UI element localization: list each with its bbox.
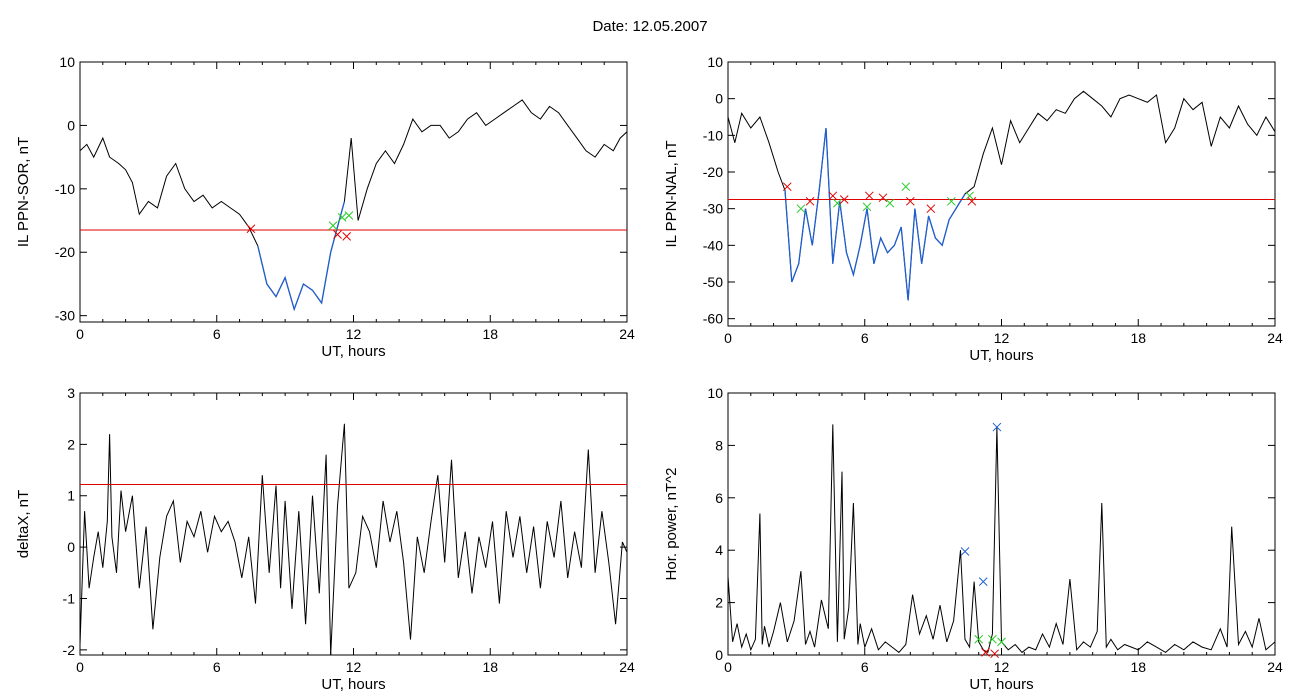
x-tick-label: 24	[619, 326, 635, 342]
event-marker-green	[974, 634, 984, 644]
plot-frame	[727, 61, 1276, 327]
x-tick-label: 6	[861, 659, 869, 675]
panel-1: 0 6 12 18 24 10 0 -10 -20 -30 UT, hours IL PPN-SOR,…	[15, 54, 635, 360]
x-tick-label: 12	[994, 330, 1010, 346]
y-tick-label: -20	[55, 244, 75, 260]
event-marker-red	[990, 649, 1000, 659]
event-marker-red	[878, 193, 888, 203]
x-axis-label: UT, hours	[321, 343, 385, 360]
x-axis-label: UT, hours	[321, 676, 385, 693]
y-tick-label: 1	[67, 488, 75, 504]
x-tick-label: 0	[76, 326, 84, 342]
y-axis-label: IL PPN-SOR, nT	[15, 137, 32, 247]
x-tick-label: 12	[346, 326, 362, 342]
panel-2: 0 6 12 18 24 10 0 -10 -20 -30 -40 -50 -60 UT, hours IL…	[663, 54, 1283, 364]
selected-interval-line	[257, 201, 346, 312]
event-marker-blue	[960, 547, 970, 556]
event-marker-red	[246, 224, 256, 234]
event-marker-green	[344, 211, 354, 220]
y-tick-label: -50	[703, 274, 723, 290]
x-axis-label: UT, hours	[969, 676, 1033, 693]
event-marker-red	[967, 196, 977, 206]
series-line	[80, 423, 627, 655]
y-tick-label: -10	[703, 127, 723, 143]
plot-frame	[727, 392, 1276, 656]
event-marker-green	[833, 198, 842, 208]
event-marker-red	[926, 204, 936, 214]
y-tick-label: 4	[715, 542, 723, 558]
event-marker-red	[981, 648, 990, 657]
event-marker-green	[328, 221, 338, 230]
x-tick-label: 12	[346, 659, 362, 675]
panel-3: 0 6 12 18 24 3 2 1 0 -1 -2 UT, hours deltaX, nT	[15, 385, 635, 693]
y-tick-label: 2	[67, 436, 75, 452]
y-tick-label: 6	[715, 490, 723, 506]
y-tick-label: 10	[707, 385, 723, 401]
y-tick-label: 10	[707, 54, 723, 70]
y-tick-label: 3	[67, 385, 75, 401]
event-marker-green	[862, 202, 872, 212]
y-tick-label: 0	[715, 91, 723, 107]
event-marker-red	[333, 230, 342, 239]
y-tick-label: -1	[63, 590, 76, 606]
x-tick-label: 6	[213, 326, 221, 342]
x-tick-label: 0	[724, 659, 732, 675]
event-marker-red	[782, 182, 792, 192]
x-axis-label: UT, hours	[969, 347, 1033, 364]
x-tick-label: 0	[76, 659, 84, 675]
x-tick-label: 6	[861, 330, 869, 346]
event-marker-green	[988, 634, 997, 644]
event-marker-green	[337, 213, 347, 222]
series-line	[728, 424, 1275, 654]
panel-4: 0 6 12 18 24 10 8 6 4 2 0 UT, hours Hor. power, nT^2	[663, 385, 1283, 693]
x-tick-label: 24	[1267, 330, 1283, 346]
x-tick-label: 6	[213, 659, 221, 675]
event-marker-red	[342, 232, 352, 241]
x-tick-label: 24	[1267, 659, 1283, 675]
event-marker-green	[965, 191, 974, 201]
x-tick-label: 12	[994, 659, 1010, 675]
y-axis-label: IL PPN-NAL, nT	[663, 141, 680, 248]
event-marker-green	[947, 196, 956, 206]
event-marker-blue	[992, 422, 1002, 432]
page-title: Date: 12.05.2007	[592, 18, 708, 35]
y-tick-label: 2	[715, 595, 723, 611]
x-tick-label: 24	[619, 659, 635, 675]
event-marker-red	[805, 196, 815, 206]
y-tick-label: -10	[55, 181, 75, 197]
y-tick-label: 0	[67, 117, 75, 133]
y-axis-label: Hor. power, nT^2	[663, 468, 680, 581]
event-marker-red	[905, 196, 915, 206]
y-tick-label: -2	[63, 642, 76, 658]
y-tick-label: -30	[55, 308, 75, 324]
event-marker-red	[828, 191, 838, 201]
event-marker-red	[839, 195, 849, 204]
series-line	[728, 90, 1275, 301]
plot-frame	[79, 392, 628, 656]
x-tick-label: 18	[1130, 330, 1146, 346]
x-tick-label: 0	[724, 330, 732, 346]
series-line	[80, 99, 627, 311]
y-tick-label: 0	[67, 539, 75, 555]
event-marker-green	[885, 198, 895, 208]
y-tick-label: -40	[703, 237, 723, 253]
event-marker-green	[901, 182, 911, 192]
x-tick-label: 18	[1130, 659, 1146, 675]
y-axis-label: deltaX, nT	[15, 490, 32, 558]
y-tick-label: 10	[59, 54, 75, 70]
event-marker-green	[796, 204, 806, 214]
y-tick-label: -30	[703, 201, 723, 217]
y-tick-label: 8	[715, 437, 723, 453]
event-marker-red	[864, 191, 874, 201]
y-tick-label: -60	[703, 311, 723, 327]
y-tick-label: 0	[715, 647, 723, 663]
event-marker-blue	[978, 577, 988, 586]
y-tick-label: -20	[703, 164, 723, 180]
x-tick-label: 18	[482, 659, 498, 675]
selected-interval-line	[784, 127, 966, 301]
event-marker-green	[997, 637, 1006, 647]
x-tick-label: 18	[482, 326, 498, 342]
